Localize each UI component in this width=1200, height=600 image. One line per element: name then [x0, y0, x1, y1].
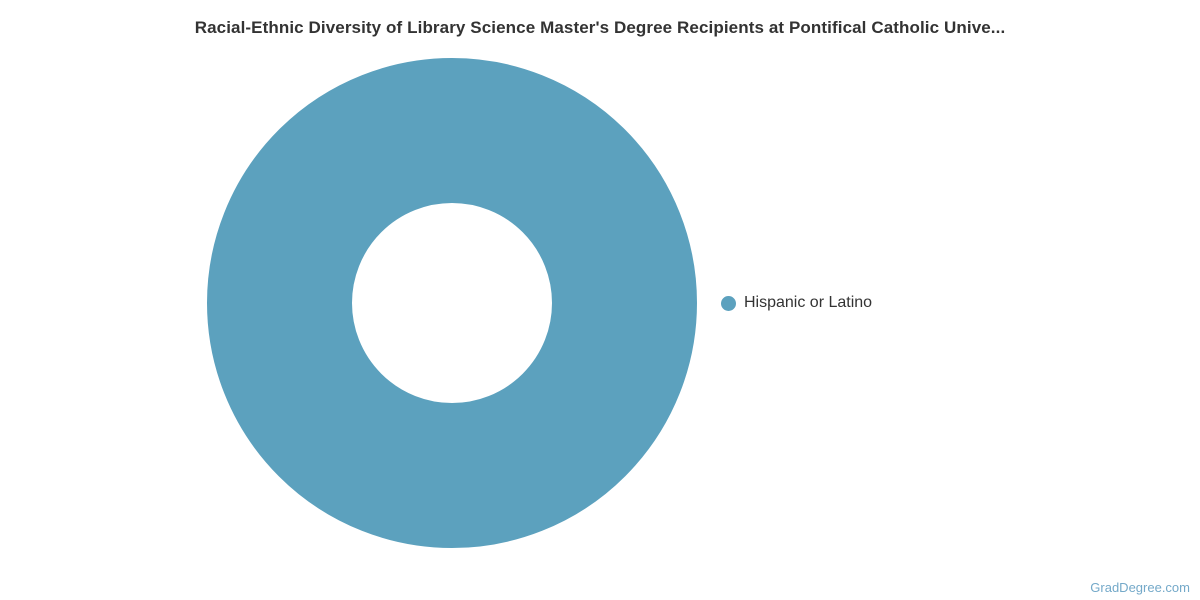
- watermark-link[interactable]: GradDegree.com: [1090, 580, 1190, 595]
- legend-label: Hispanic or Latino: [744, 294, 873, 311]
- legend-marker-icon: [721, 295, 736, 311]
- legend-item[interactable]: Hispanic or Latino: [721, 295, 872, 311]
- donut-slice[interactable]: [207, 58, 697, 548]
- chart-title: Racial-Ethnic Diversity of Library Scien…: [194, 18, 1006, 37]
- donut-chart: [207, 58, 697, 548]
- legend: Hispanic or Latino: [721, 295, 872, 311]
